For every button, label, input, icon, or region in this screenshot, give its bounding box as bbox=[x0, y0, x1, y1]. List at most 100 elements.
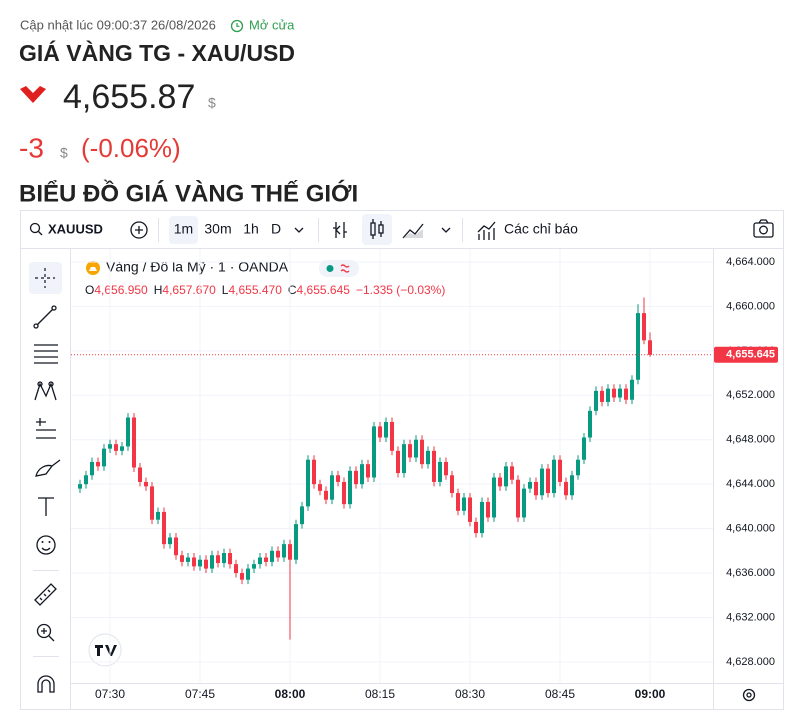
candle-body bbox=[390, 421, 394, 451]
candle-body bbox=[498, 477, 502, 487]
text-tool[interactable] bbox=[38, 497, 54, 516]
trend-line-tool[interactable] bbox=[33, 305, 57, 329]
candle-body bbox=[78, 484, 82, 489]
magnet-tool[interactable] bbox=[37, 675, 55, 693]
candle-body bbox=[180, 555, 184, 562]
candle-body bbox=[480, 501, 484, 534]
settings-button[interactable] bbox=[742, 688, 756, 702]
candle-body bbox=[534, 481, 538, 496]
candle-body bbox=[162, 511, 166, 545]
x-tick-label: 08:15 bbox=[365, 687, 395, 701]
candle-body bbox=[306, 459, 310, 507]
section-title: BIỂU ĐỒ GIÁ VÀNG THẾ GIỚI bbox=[19, 179, 358, 207]
candle-body bbox=[426, 450, 430, 465]
intervals: 1m 30m 1h D bbox=[174, 221, 281, 237]
candle-body bbox=[462, 497, 466, 511]
change-value: −1.335 (−0.03%) bbox=[356, 283, 445, 297]
indicators-icon[interactable] bbox=[477, 221, 496, 240]
candle-body bbox=[90, 461, 94, 476]
y-tick-label: 4,644.000 bbox=[726, 478, 775, 490]
candle-body bbox=[546, 468, 550, 494]
candle-body bbox=[132, 417, 136, 468]
crosshair-tool[interactable] bbox=[29, 262, 62, 294]
candle-body bbox=[288, 544, 292, 560]
ohlc-key: L bbox=[222, 283, 229, 297]
interval-button[interactable]: 1h bbox=[243, 221, 259, 237]
symbol[interactable]: XAUUSD bbox=[48, 221, 103, 236]
chart-type-bg bbox=[362, 214, 392, 245]
interval-button[interactable]: D bbox=[271, 221, 281, 237]
measure-tool[interactable] bbox=[34, 583, 57, 606]
candle-body bbox=[114, 444, 118, 451]
icon-tool[interactable] bbox=[36, 535, 56, 555]
search-button[interactable] bbox=[29, 222, 43, 236]
candle-body bbox=[600, 390, 604, 402]
candle-body bbox=[168, 537, 172, 545]
compare-button[interactable] bbox=[130, 221, 148, 239]
x-tick-label: 08:30 bbox=[455, 687, 485, 701]
updated-time: Cập nhật lúc 09:00:37 26/08/2026 bbox=[20, 17, 216, 32]
pattern-tool[interactable] bbox=[34, 381, 57, 401]
candle-body bbox=[510, 466, 514, 480]
chart-type-button[interactable] bbox=[370, 219, 384, 239]
brush-tool[interactable] bbox=[35, 459, 61, 477]
clock-icon bbox=[230, 19, 244, 33]
y-tick-label: 4,652.000 bbox=[726, 389, 775, 401]
zoom-tool[interactable] bbox=[36, 623, 55, 642]
candle-body bbox=[630, 379, 634, 400]
candle-body bbox=[234, 564, 238, 574]
candle-body bbox=[582, 437, 586, 460]
candle-body bbox=[294, 524, 298, 560]
candle-body bbox=[186, 557, 190, 562]
price-change: -3 bbox=[19, 132, 44, 163]
candle-body bbox=[192, 557, 196, 567]
compare-chart-button[interactable] bbox=[402, 223, 424, 239]
candle-body bbox=[606, 388, 610, 402]
market-status: Mở cửa bbox=[249, 17, 295, 32]
ohlc-value: 4,656.950 bbox=[94, 283, 148, 297]
candle-body bbox=[318, 484, 322, 491]
candle-body bbox=[102, 448, 106, 467]
candle-body bbox=[252, 564, 256, 569]
candle-body bbox=[330, 475, 334, 500]
candle-body bbox=[486, 501, 490, 518]
x-tick-label: 09:00 bbox=[635, 687, 666, 701]
ohlc-value: 4,655.470 bbox=[228, 283, 282, 297]
price-change-pct: (-0.06%) bbox=[81, 133, 181, 163]
indicators-button[interactable]: Các chỉ báo bbox=[504, 221, 578, 237]
candle-body bbox=[240, 573, 244, 580]
interval-button[interactable]: 1m bbox=[174, 221, 193, 237]
candle-body bbox=[270, 550, 274, 562]
change-currency: $ bbox=[60, 145, 68, 161]
bar-replay-button[interactable] bbox=[333, 222, 347, 238]
candle-body bbox=[336, 475, 340, 482]
candle-body bbox=[564, 481, 568, 496]
candle-body bbox=[648, 340, 652, 355]
candle-body bbox=[138, 467, 142, 482]
candle-body bbox=[354, 470, 358, 485]
candle-body bbox=[324, 490, 328, 500]
tv-logo[interactable] bbox=[88, 633, 122, 667]
candle-body bbox=[84, 475, 88, 485]
candle-body bbox=[450, 475, 454, 494]
projection-tool[interactable] bbox=[36, 418, 56, 439]
y-tick-label: 4,632.000 bbox=[726, 611, 775, 623]
candle-body bbox=[456, 493, 460, 511]
interval-menu[interactable] bbox=[294, 227, 304, 233]
candle-body bbox=[264, 557, 268, 562]
chart-type-menu[interactable] bbox=[441, 227, 451, 233]
candle-body bbox=[258, 557, 262, 565]
fib-tool[interactable] bbox=[34, 344, 58, 364]
candle-body bbox=[438, 461, 442, 482]
screenshot-button[interactable] bbox=[753, 219, 774, 238]
candle-body bbox=[120, 446, 124, 451]
candle-body bbox=[444, 461, 448, 476]
x-tick-label: 07:30 bbox=[95, 687, 125, 701]
page-title: GIÁ VÀNG TG - XAU/USD bbox=[19, 39, 295, 66]
interval-button[interactable]: 30m bbox=[204, 221, 231, 237]
candle-body bbox=[474, 521, 478, 534]
chart-widget bbox=[20, 210, 784, 710]
candle-body bbox=[402, 444, 406, 474]
